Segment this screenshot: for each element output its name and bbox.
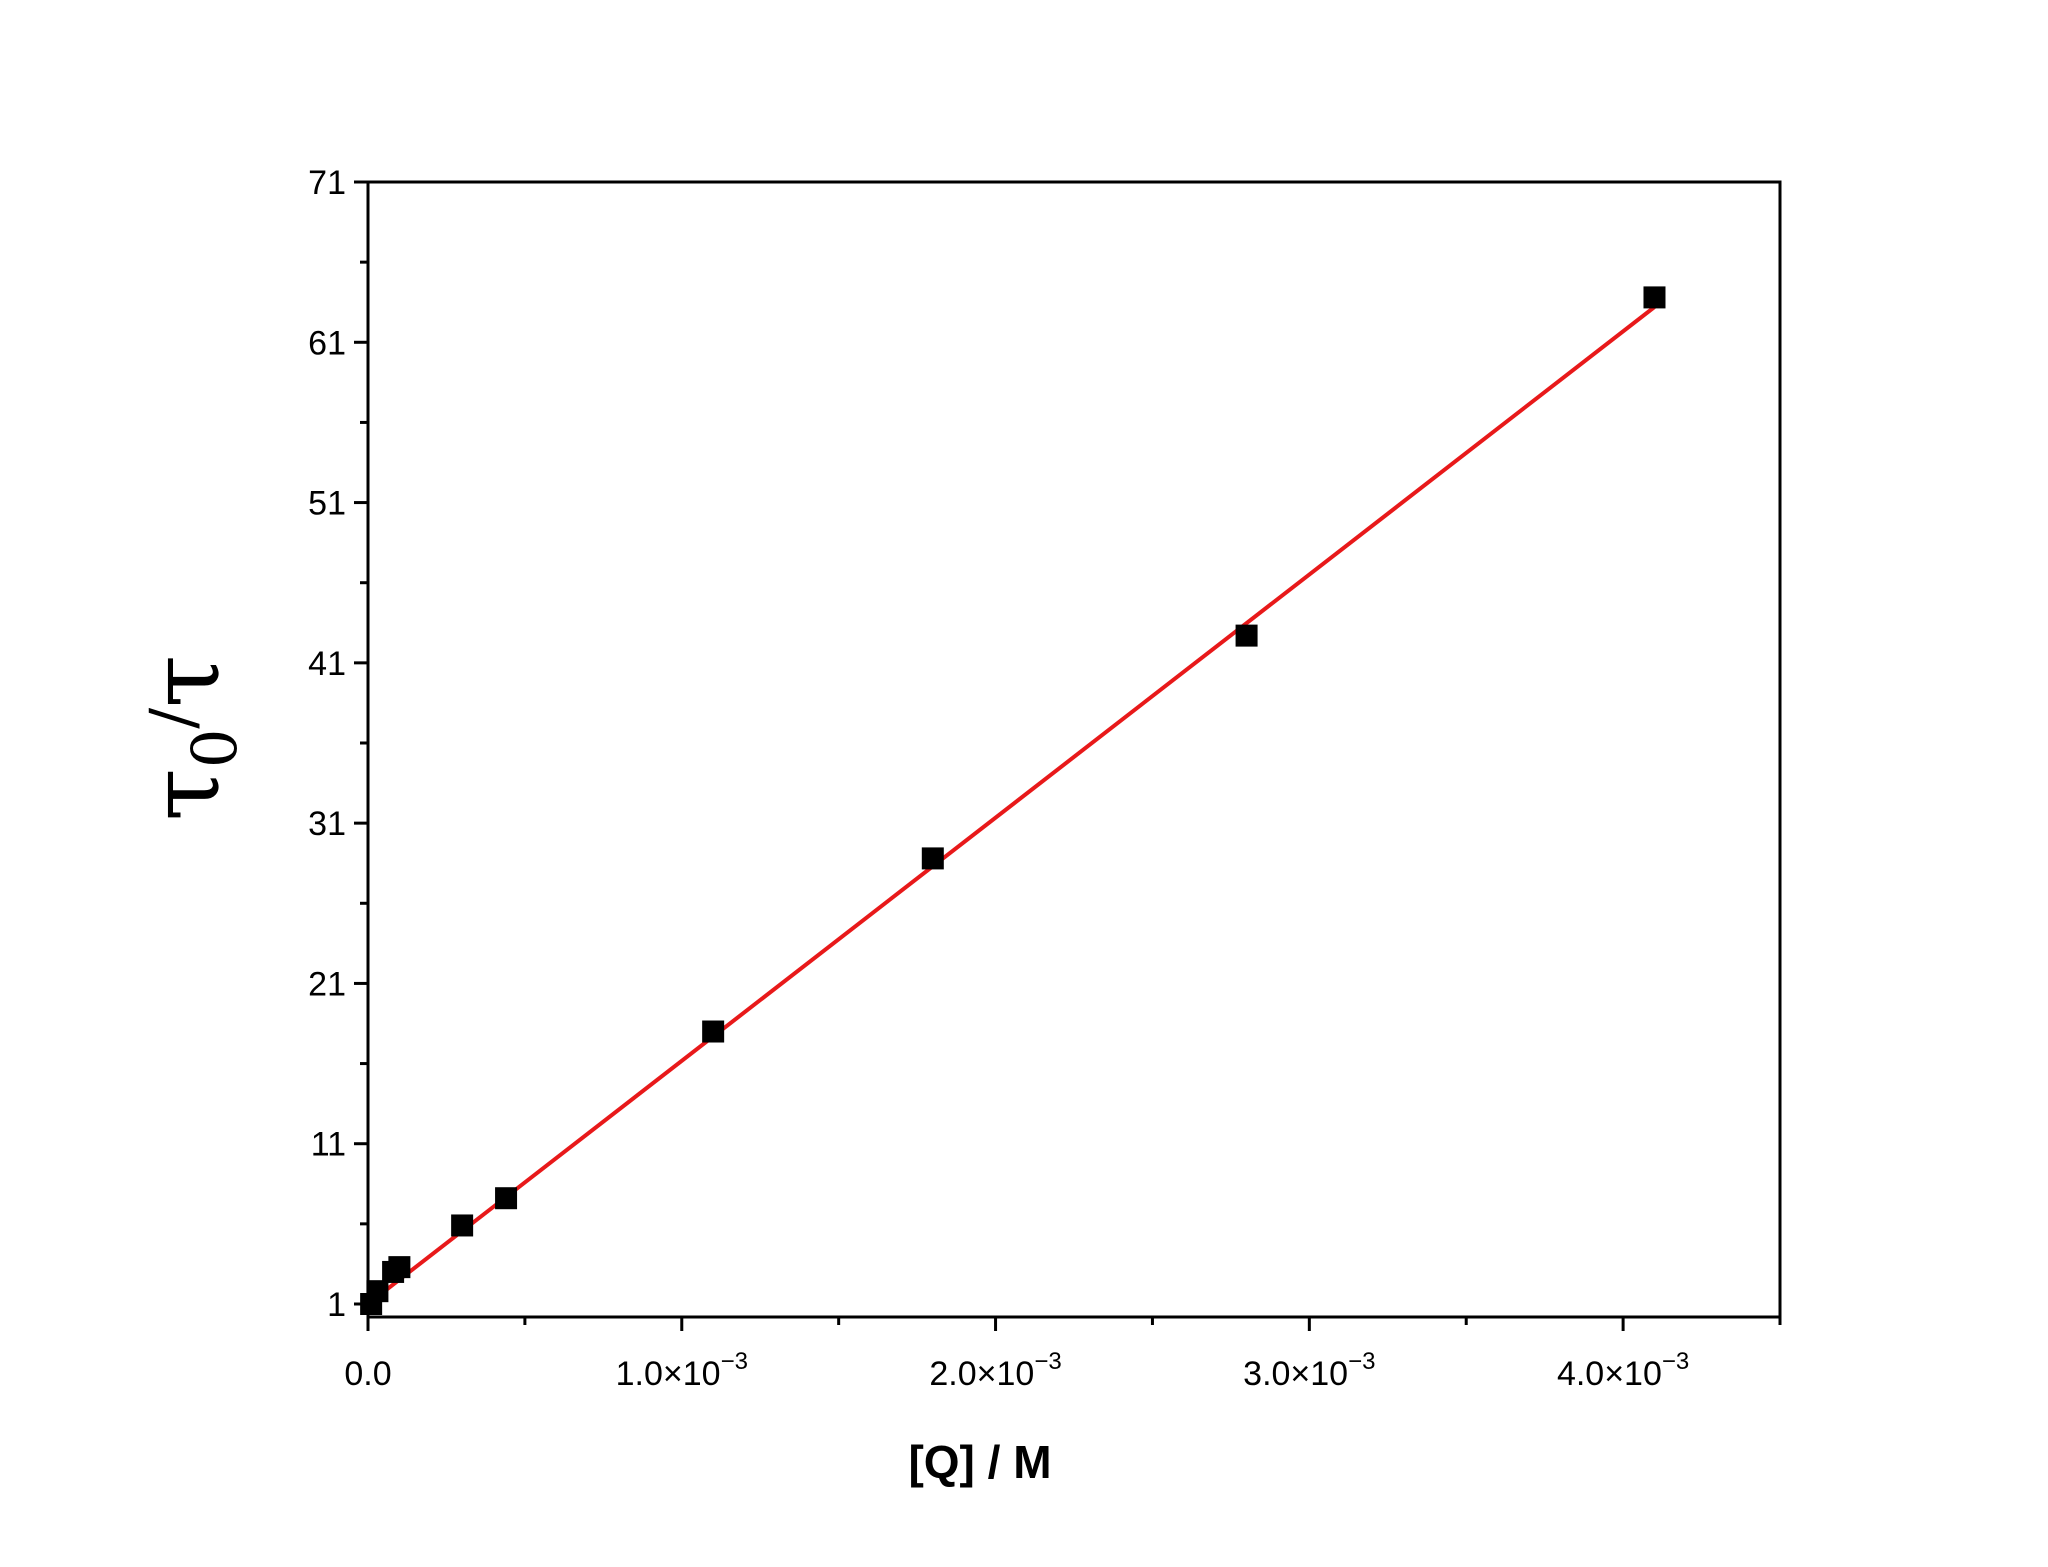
y-axis-title: τ0/τ <box>129 655 251 822</box>
data-point <box>921 847 944 870</box>
y-tick-label: 21 <box>308 965 346 1003</box>
x-tick-label-exponent: −3 <box>1034 1348 1061 1375</box>
y-axis-title-main: τ <box>129 768 241 821</box>
x-tick-label: 2.0×10−3 <box>929 1348 1061 1393</box>
x-axis: 0.0 1.0×10−3 2.0×10−3 3.0×10−3 4.0×10−3 <box>344 1317 1782 1393</box>
y-axis-title-slash: / <box>136 708 209 729</box>
x-axis-title: [Q] / M <box>908 1436 1051 1488</box>
x-tick-label: 3.0×10−3 <box>1243 1348 1375 1393</box>
y-tick-label: 31 <box>308 805 346 843</box>
y-axis-title-subscript: 0 <box>178 729 251 768</box>
y-tick-label: 61 <box>308 324 346 362</box>
x-tick-label-mantissa: 4.0×10 <box>1557 1355 1662 1393</box>
plot-frame <box>366 180 1782 1319</box>
x-tick-label: 4.0×10−3 <box>1557 1348 1689 1393</box>
y-tick-label: 51 <box>308 485 346 523</box>
x-tick-label-exponent: −3 <box>1662 1348 1689 1375</box>
data-point <box>1643 286 1666 309</box>
y-tick-label: 71 <box>308 164 346 202</box>
x-tick-label-exponent: −3 <box>721 1348 748 1375</box>
x-tick-label-mantissa: 2.0×10 <box>929 1355 1034 1393</box>
y-tick-label: 11 <box>311 1126 346 1164</box>
x-tick-label-mantissa: 0.0 <box>344 1355 391 1393</box>
fit-line <box>366 305 1656 1306</box>
data-point <box>388 1256 411 1279</box>
data-point <box>451 1214 474 1237</box>
series-layer <box>360 286 1666 1315</box>
y-tick-label: 41 <box>308 645 346 683</box>
data-point <box>366 1280 389 1303</box>
x-tick-label-mantissa: 1.0×10 <box>616 1355 721 1393</box>
x-tick-label: 1.0×10−3 <box>616 1348 748 1393</box>
y-tick-label: 1 <box>327 1286 346 1324</box>
plot-border <box>366 180 1782 1319</box>
data-point <box>702 1020 725 1043</box>
data-point <box>495 1187 518 1210</box>
x-tick-label-mantissa: 3.0×10 <box>1243 1355 1348 1393</box>
y-axis-title-denominator: τ <box>129 655 241 708</box>
data-point <box>1235 624 1258 647</box>
x-tick-label: 0.0 <box>344 1355 391 1393</box>
x-tick-label-exponent: −3 <box>1348 1348 1375 1375</box>
